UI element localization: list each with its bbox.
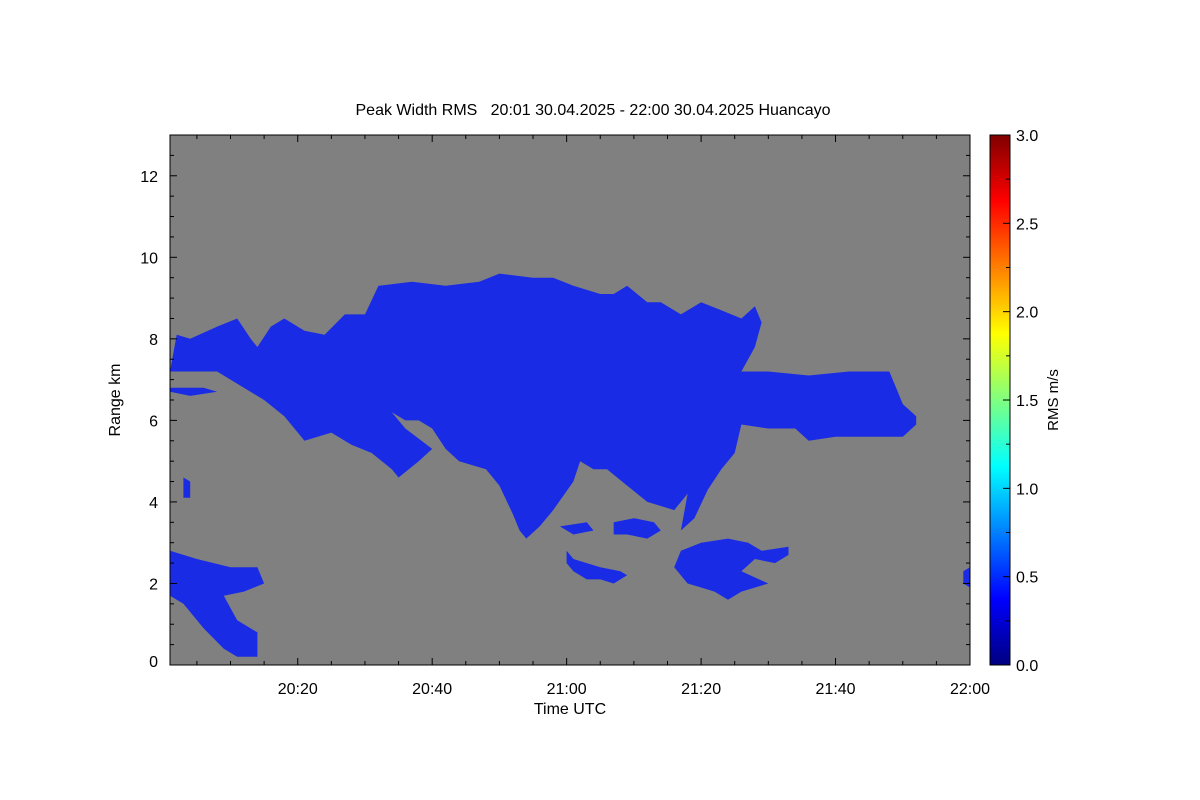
echo-patch-2	[566, 550, 628, 584]
y-tick-label: 8	[149, 332, 158, 349]
echo-patch-3	[613, 518, 661, 539]
colorbar-ticks: 0.0 0.5 1.0 1.5 2.0 2.5 3.0	[1003, 128, 1038, 675]
y-tick-label: 4	[149, 495, 158, 512]
colorbar-tick-label: 1.0	[1016, 481, 1038, 498]
echo-patch-7	[183, 477, 191, 498]
colorbar-tick-label: 2.0	[1016, 305, 1038, 322]
y-tick-label: 10	[140, 250, 158, 267]
x-tick-label: 22:00	[950, 681, 990, 698]
colorbar-tick-label: 3.0	[1016, 128, 1038, 145]
y-axis-label: Range km	[107, 364, 124, 437]
main-echo	[170, 273, 917, 539]
x-tick-label: 21:20	[681, 681, 721, 698]
colorbar-tick-label: 0.5	[1016, 570, 1038, 587]
y-tick-label: 12	[140, 169, 158, 186]
x-tick-label: 21:00	[547, 681, 587, 698]
x-tick-label: 21:40	[816, 681, 856, 698]
colorbar-tick-label: 1.5	[1016, 393, 1038, 410]
echo-patch-4	[674, 538, 789, 600]
echo-regions	[170, 273, 970, 657]
y-tick-label: 0	[149, 654, 158, 671]
echo-patch-5	[559, 522, 594, 535]
chart-title: Peak Width RMS 20:01 30.04.2025 - 22:00 …	[356, 102, 831, 119]
x-axis-label: Time UTC	[534, 701, 606, 718]
y-tick-label: 2	[149, 576, 158, 593]
colorbar-tick-label: 2.5	[1016, 216, 1038, 233]
echo-patch-6	[963, 567, 970, 588]
x-tick-label: 20:20	[278, 681, 318, 698]
y-axis: 0 2 4 6 8 10 12	[140, 134, 970, 671]
echo-patch-1	[170, 550, 265, 657]
x-tick-label: 20:40	[412, 681, 452, 698]
colorbar-tick-label: 0.0	[1016, 658, 1038, 675]
x-axis: 20:20 20:40 21:00 21:20 21:40 22:00	[196, 135, 990, 698]
colorbar-label: RMS m/s	[1045, 369, 1062, 431]
y-tick-label: 6	[149, 413, 158, 430]
